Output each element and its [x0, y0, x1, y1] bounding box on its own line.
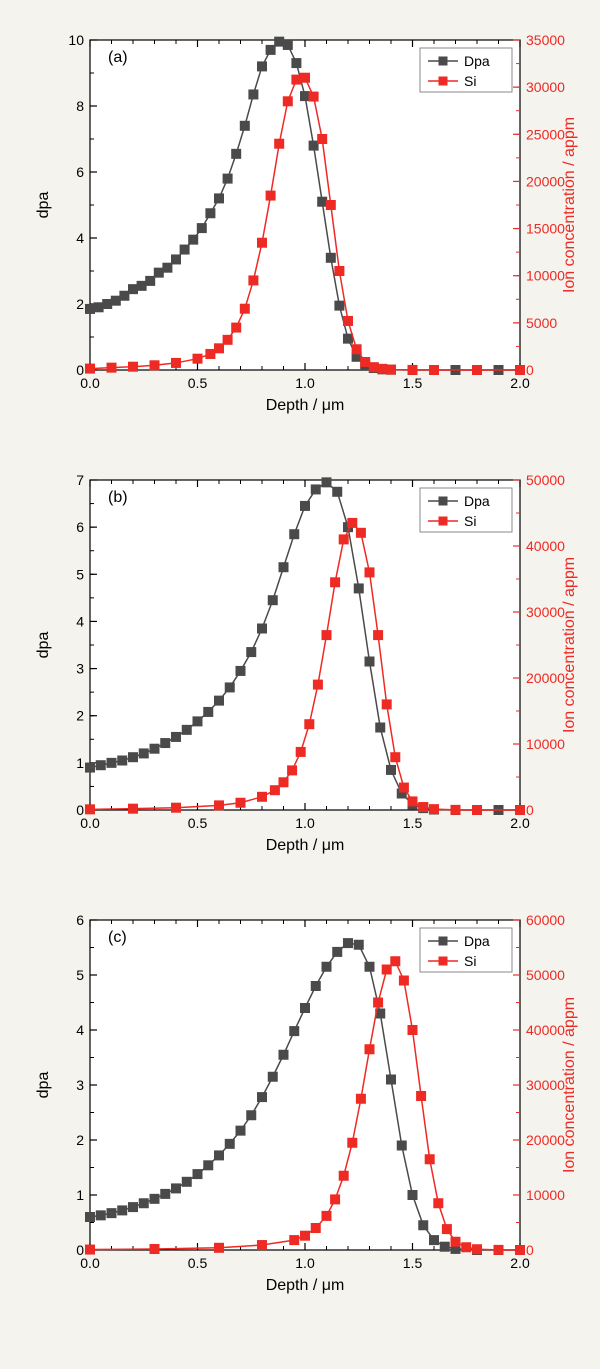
- svg-text:30000: 30000: [526, 1077, 565, 1093]
- svg-text:(c): (c): [108, 929, 127, 946]
- svg-text:1.0: 1.0: [295, 1255, 315, 1271]
- svg-text:Dpa: Dpa: [464, 53, 490, 69]
- svg-text:Depth / μm: Depth / μm: [266, 837, 345, 854]
- svg-text:20000: 20000: [526, 173, 565, 189]
- svg-text:Si: Si: [464, 73, 476, 89]
- svg-text:dpa: dpa: [35, 192, 52, 219]
- svg-text:1: 1: [76, 755, 84, 771]
- svg-text:20000: 20000: [526, 670, 565, 686]
- svg-text:50000: 50000: [526, 472, 565, 488]
- svg-text:5: 5: [76, 967, 84, 983]
- svg-text:Depth / μm: Depth / μm: [266, 397, 345, 414]
- svg-text:Ion concentration / appm: Ion concentration / appm: [561, 557, 578, 733]
- svg-text:dpa: dpa: [35, 632, 52, 659]
- svg-text:10000: 10000: [526, 268, 565, 284]
- svg-text:40000: 40000: [526, 538, 565, 554]
- svg-text:10000: 10000: [526, 736, 565, 752]
- panel-c: 0.00.51.01.52.00123456010000200003000040…: [20, 900, 580, 1310]
- svg-text:8: 8: [76, 98, 84, 114]
- svg-text:5000: 5000: [526, 315, 557, 331]
- svg-text:Dpa: Dpa: [464, 493, 490, 509]
- svg-text:40000: 40000: [526, 1022, 565, 1038]
- svg-text:0.5: 0.5: [188, 375, 208, 391]
- svg-text:3: 3: [76, 661, 84, 677]
- svg-text:30000: 30000: [526, 79, 565, 95]
- svg-text:0: 0: [526, 1242, 534, 1258]
- svg-text:0: 0: [526, 802, 534, 818]
- svg-text:dpa: dpa: [35, 1072, 52, 1099]
- svg-text:1.0: 1.0: [295, 375, 315, 391]
- svg-text:Ion concentration / appm: Ion concentration / appm: [561, 117, 578, 293]
- svg-text:20000: 20000: [526, 1132, 565, 1148]
- svg-text:7: 7: [76, 472, 84, 488]
- svg-text:1.0: 1.0: [295, 815, 315, 831]
- svg-text:(b): (b): [108, 489, 128, 506]
- svg-text:5: 5: [76, 566, 84, 582]
- svg-text:15000: 15000: [526, 221, 565, 237]
- svg-text:10000: 10000: [526, 1187, 565, 1203]
- svg-text:6: 6: [76, 912, 84, 928]
- svg-text:2: 2: [76, 296, 84, 312]
- svg-text:50000: 50000: [526, 967, 565, 983]
- svg-text:(a): (a): [108, 49, 128, 66]
- svg-text:6: 6: [76, 164, 84, 180]
- panel-b: 0.00.51.01.52.00123456701000020000300004…: [20, 460, 580, 870]
- svg-text:1: 1: [76, 1187, 84, 1203]
- svg-text:Depth / μm: Depth / μm: [266, 1277, 345, 1294]
- svg-text:4: 4: [76, 613, 84, 629]
- svg-text:2: 2: [76, 1132, 84, 1148]
- svg-text:4: 4: [76, 1022, 84, 1038]
- svg-text:2: 2: [76, 708, 84, 724]
- figure: 0.00.51.01.52.00246810050001000015000200…: [0, 0, 600, 1360]
- svg-text:0: 0: [526, 362, 534, 378]
- svg-text:0: 0: [76, 1242, 84, 1258]
- svg-text:Dpa: Dpa: [464, 933, 490, 949]
- svg-text:10: 10: [68, 32, 84, 48]
- panel-a: 0.00.51.01.52.00246810050001000015000200…: [20, 20, 580, 430]
- svg-text:35000: 35000: [526, 32, 565, 48]
- svg-text:3: 3: [76, 1077, 84, 1093]
- svg-text:0.5: 0.5: [188, 1255, 208, 1271]
- svg-text:0: 0: [76, 362, 84, 378]
- svg-text:1.5: 1.5: [403, 815, 423, 831]
- svg-text:0: 0: [76, 802, 84, 818]
- svg-text:0.5: 0.5: [188, 815, 208, 831]
- svg-text:30000: 30000: [526, 604, 565, 620]
- svg-text:25000: 25000: [526, 126, 565, 142]
- svg-text:6: 6: [76, 519, 84, 535]
- svg-text:Si: Si: [464, 953, 476, 969]
- svg-text:1.5: 1.5: [403, 1255, 423, 1271]
- svg-text:1.5: 1.5: [403, 375, 423, 391]
- svg-text:60000: 60000: [526, 912, 565, 928]
- svg-text:Si: Si: [464, 513, 476, 529]
- svg-text:Ion concentration / appm: Ion concentration / appm: [561, 997, 578, 1173]
- svg-text:4: 4: [76, 230, 84, 246]
